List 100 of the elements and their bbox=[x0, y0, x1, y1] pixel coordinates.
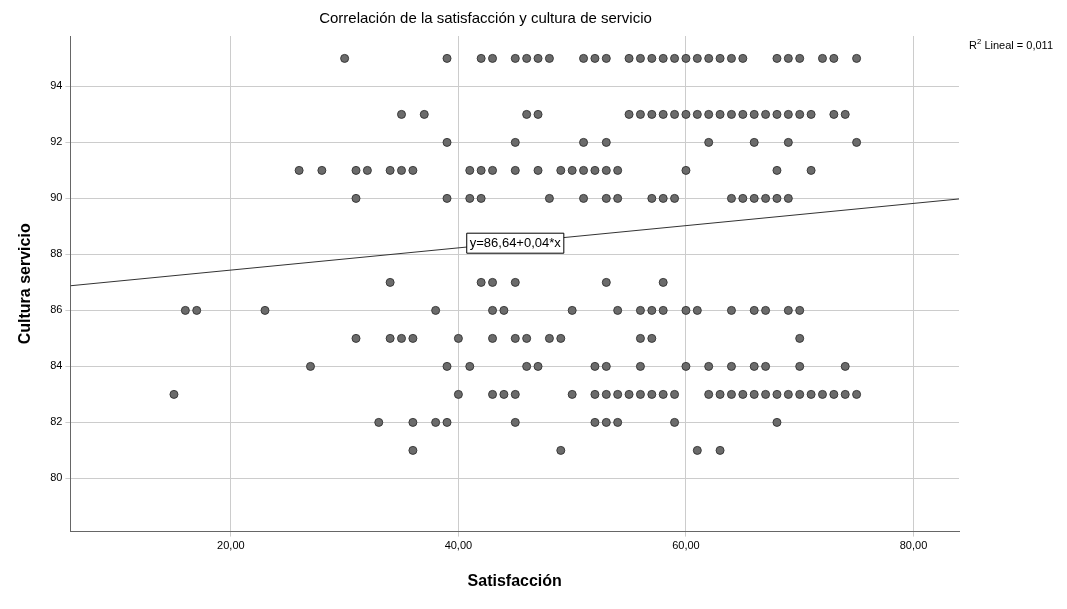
point bbox=[681, 53, 691, 63]
point bbox=[544, 193, 554, 203]
point bbox=[442, 361, 452, 371]
point bbox=[817, 53, 827, 63]
point bbox=[726, 305, 736, 315]
point bbox=[692, 445, 702, 455]
point bbox=[635, 389, 645, 399]
point bbox=[465, 193, 475, 203]
point bbox=[431, 305, 441, 315]
point bbox=[613, 305, 623, 315]
point bbox=[601, 389, 611, 399]
point bbox=[795, 305, 805, 315]
point bbox=[692, 109, 702, 119]
point bbox=[704, 361, 714, 371]
point bbox=[522, 53, 532, 63]
point bbox=[726, 389, 736, 399]
point bbox=[556, 165, 566, 175]
point bbox=[397, 333, 407, 343]
point bbox=[829, 53, 839, 63]
point bbox=[658, 305, 668, 315]
point bbox=[658, 277, 668, 287]
point bbox=[635, 333, 645, 343]
y-tick-label: 92 bbox=[50, 135, 63, 148]
point bbox=[180, 305, 190, 315]
point bbox=[795, 53, 805, 63]
point bbox=[795, 333, 805, 343]
y-axis-title: Cultura servicio bbox=[16, 223, 34, 345]
point bbox=[761, 389, 771, 399]
point bbox=[840, 389, 850, 399]
point bbox=[715, 109, 725, 119]
point bbox=[749, 109, 759, 119]
point bbox=[726, 361, 736, 371]
point bbox=[783, 305, 793, 315]
point bbox=[544, 333, 554, 343]
point bbox=[556, 333, 566, 343]
point bbox=[624, 109, 634, 119]
point bbox=[567, 165, 577, 175]
point bbox=[590, 417, 600, 427]
point bbox=[397, 109, 407, 119]
point bbox=[635, 361, 645, 371]
point bbox=[783, 389, 793, 399]
point bbox=[510, 417, 520, 427]
point bbox=[488, 165, 498, 175]
point bbox=[852, 53, 862, 63]
point bbox=[408, 445, 418, 455]
point bbox=[579, 53, 589, 63]
point bbox=[761, 193, 771, 203]
point bbox=[510, 137, 520, 147]
y-tick-label: 94 bbox=[50, 79, 63, 92]
point bbox=[408, 417, 418, 427]
point bbox=[397, 165, 407, 175]
point bbox=[715, 389, 725, 399]
point bbox=[783, 193, 793, 203]
point bbox=[317, 165, 327, 175]
point bbox=[488, 305, 498, 315]
y-tick-label: 86 bbox=[50, 303, 63, 316]
point bbox=[783, 53, 793, 63]
point bbox=[692, 53, 702, 63]
point bbox=[613, 417, 623, 427]
point bbox=[681, 305, 691, 315]
point bbox=[647, 389, 657, 399]
point bbox=[510, 389, 520, 399]
point bbox=[749, 389, 759, 399]
point bbox=[431, 417, 441, 427]
point bbox=[635, 305, 645, 315]
point bbox=[499, 389, 509, 399]
point bbox=[795, 389, 805, 399]
point bbox=[749, 361, 759, 371]
point bbox=[340, 53, 350, 63]
point bbox=[579, 193, 589, 203]
point bbox=[772, 109, 782, 119]
point bbox=[658, 53, 668, 63]
point bbox=[442, 137, 452, 147]
point bbox=[647, 109, 657, 119]
x-tick-label: 60,00 bbox=[672, 539, 700, 552]
x-tick-label: 40,00 bbox=[444, 539, 473, 552]
point bbox=[476, 277, 486, 287]
point bbox=[556, 445, 566, 455]
point bbox=[635, 109, 645, 119]
point bbox=[522, 109, 532, 119]
point bbox=[533, 361, 543, 371]
point bbox=[840, 109, 850, 119]
point bbox=[408, 165, 418, 175]
point bbox=[169, 389, 179, 399]
point bbox=[442, 193, 452, 203]
point bbox=[613, 389, 623, 399]
point bbox=[442, 53, 452, 63]
point bbox=[442, 417, 452, 427]
point bbox=[601, 165, 611, 175]
point bbox=[488, 53, 498, 63]
point bbox=[624, 53, 634, 63]
point bbox=[647, 305, 657, 315]
point bbox=[624, 389, 634, 399]
point bbox=[647, 333, 657, 343]
y-tick-label: 82 bbox=[50, 415, 63, 428]
point bbox=[544, 53, 554, 63]
point bbox=[192, 305, 202, 315]
point bbox=[476, 193, 486, 203]
point bbox=[453, 333, 463, 343]
point bbox=[840, 361, 850, 371]
